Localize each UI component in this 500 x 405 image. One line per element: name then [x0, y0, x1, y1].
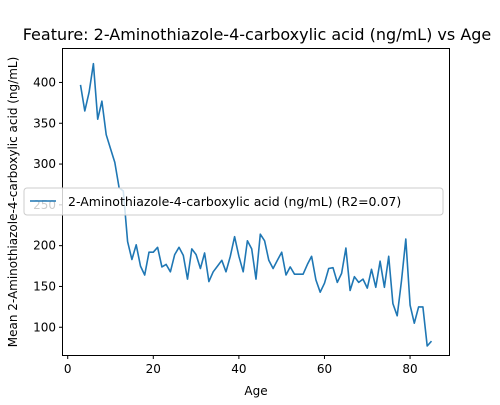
x-tick-label: 60: [317, 362, 332, 376]
legend-box: [23, 187, 444, 216]
legend: 2-Aminothiazole-4-carboxylic acid (ng/mL…: [23, 187, 444, 216]
y-axis-label: Mean 2-Aminothiazole-4-carboxylic acid (…: [6, 57, 20, 348]
y-tick-label: 350: [33, 116, 56, 130]
x-tick-label: 20: [146, 362, 161, 376]
y-tick-label: 300: [33, 157, 56, 171]
legend-label: 2-Aminothiazole-4-carboxylic acid (ng/mL…: [68, 194, 401, 209]
x-axis-label: Age: [244, 384, 267, 398]
y-tick-label: 200: [33, 239, 56, 253]
x-tick-label: 80: [402, 362, 417, 376]
y-tick-label: 100: [33, 320, 56, 334]
series-line: [79, 62, 433, 347]
y-tick-label: 150: [33, 279, 56, 293]
x-tick-label: 40: [231, 362, 246, 376]
y-tick-label: 400: [33, 75, 56, 89]
x-tick-label: 0: [64, 362, 72, 376]
chart-title: Feature: 2-Aminothiazole-4-carboxylic ac…: [23, 25, 492, 44]
